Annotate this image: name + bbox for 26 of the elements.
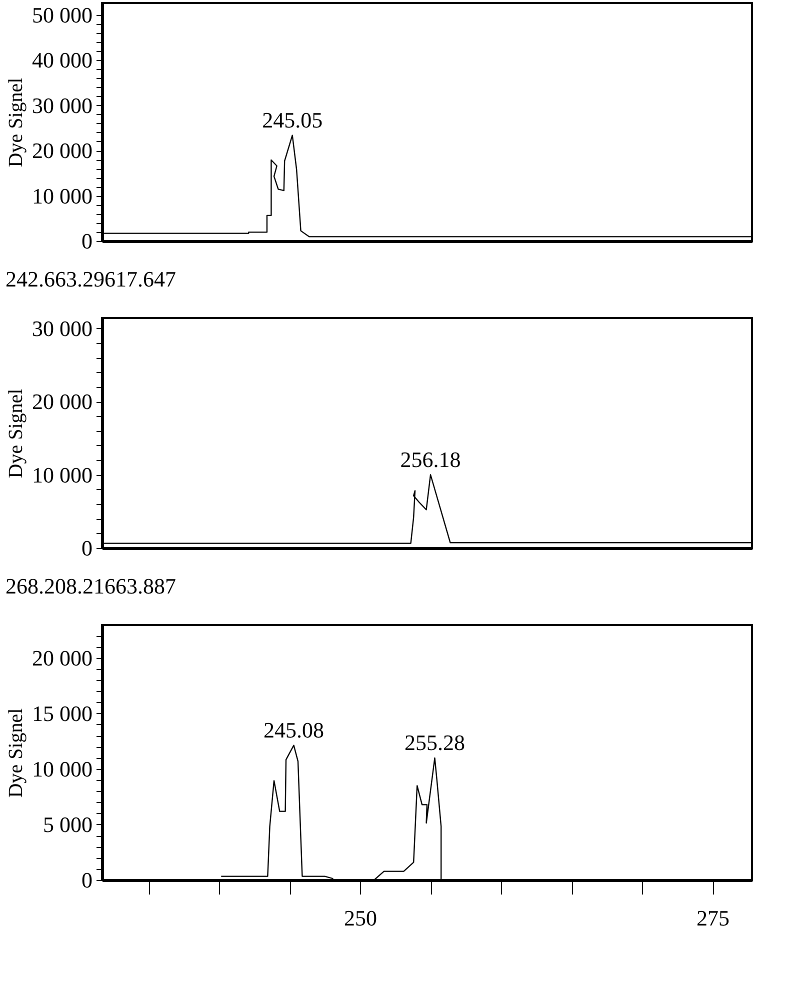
y-tick-label: 10 000 (32, 183, 92, 208)
annotation: 256.18 (400, 446, 461, 472)
annotation: 245.05 (262, 107, 323, 132)
y-tick-label: 50 000 (32, 2, 92, 28)
y-tick-label: 15 000 (32, 700, 92, 726)
y-tick-label: 20 000 (32, 389, 92, 414)
chart-title: 268.208.21663.887 (6, 574, 176, 599)
y-tick-label: 10 000 (32, 462, 92, 488)
chart-title: 242.663.29617.647 (6, 266, 176, 292)
y-tick-label: 30 000 (32, 316, 92, 341)
y-tick-label: 0 (82, 536, 92, 560)
y-axis-title: Dye Signel (5, 388, 27, 478)
y-axis-title: Dye Signel (5, 708, 27, 798)
annotation: 245.08 (264, 717, 324, 742)
x-tick-label: 250 (344, 906, 378, 930)
y-tick-label: 20 000 (32, 138, 92, 164)
y-axis-title: Dye Signel (5, 77, 27, 168)
y-tick-label: 40 000 (32, 48, 92, 73)
y-tick-label: 10 000 (32, 756, 92, 782)
y-tick-label: 5 000 (43, 812, 92, 837)
y-tick-label: 0 (82, 868, 92, 892)
x-tick-label: 275 (696, 906, 730, 930)
annotation: 255.28 (404, 730, 466, 755)
y-tick-label: 0 (82, 228, 92, 254)
y-tick-label: 30 000 (32, 92, 92, 118)
y-tick-label: 20 000 (32, 645, 92, 670)
